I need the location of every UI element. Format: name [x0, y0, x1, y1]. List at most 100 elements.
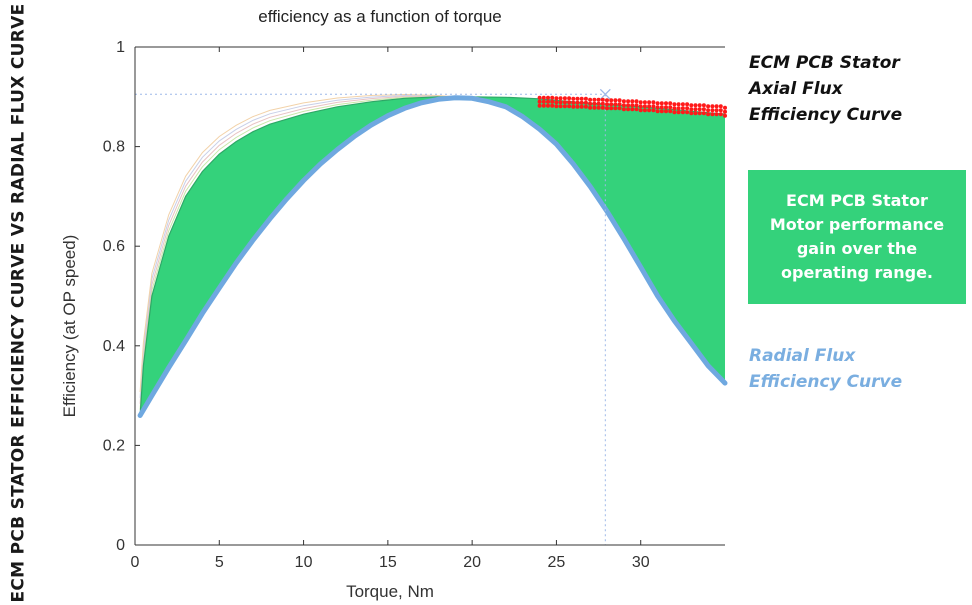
axial-highlight-point [605, 106, 609, 111]
axial-highlight-point [685, 110, 690, 115]
axial-highlight-point [571, 104, 576, 109]
axial-highlight-point [718, 104, 723, 109]
axial-highlight-point [680, 110, 685, 115]
side-title: ECM PCB STATOR EFFICIENCY CURVE VS RADIA… [9, 2, 30, 603]
axial-highlight-point [596, 97, 601, 102]
axial-highlight-point [693, 103, 698, 108]
axial-highlight-point [630, 99, 635, 104]
axial-highlight-point [558, 100, 563, 105]
axial-highlight-point [592, 97, 597, 102]
side-title-container: ECM PCB STATOR EFFICIENCY CURVE VS RADIA… [4, 0, 34, 605]
x-tick-label: 5 [215, 554, 224, 571]
axial-highlight-point [647, 108, 652, 113]
axial-highlight-point [626, 103, 631, 108]
operating-point-marker [599, 88, 611, 100]
performance-gain-box: ECM PCB Stator Motor performance gain ov… [748, 170, 966, 304]
axial-highlight-point [626, 99, 631, 104]
axial-highlight-point [718, 108, 723, 113]
axial-highlight-point [689, 111, 694, 116]
axial-highlight-point [562, 96, 567, 101]
axial-highlight-point [550, 99, 555, 104]
gain-area [140, 96, 726, 416]
efficiency-family-line [139, 93, 456, 393]
axial-highlight-point [571, 96, 576, 101]
axial-highlight-point [647, 100, 652, 105]
axial-highlight-point [676, 106, 681, 111]
axial-highlight-point [596, 101, 601, 106]
axial-highlight-point [600, 101, 605, 106]
axial-highlight-point [697, 103, 702, 108]
axial-highlight-point [613, 102, 618, 107]
radial-flux-line [137, 95, 728, 418]
axial-highlight-point [680, 102, 685, 107]
axial-highlight-point [689, 103, 694, 108]
axial-highlight-point [579, 96, 584, 101]
axial-highlight-point [714, 112, 719, 117]
axial-highlight-point [714, 104, 719, 109]
axial-annotation-line-3: Efficiency Curve [749, 105, 903, 125]
axial-highlight-point [562, 100, 567, 105]
x-tick-label: 20 [463, 554, 481, 571]
axial-highlight-point [723, 105, 727, 110]
axial-highlight-point [706, 112, 711, 117]
axial-highlight-point [630, 103, 635, 108]
x-tick-label: 25 [548, 554, 566, 571]
axial-highlight-point [651, 104, 656, 109]
radial-flux-annotation: Radial Flux Efficiency Curve [749, 343, 959, 395]
axial-highlight-point [541, 99, 546, 104]
axial-highlight-point [655, 105, 660, 110]
axial-highlight-point [617, 106, 622, 111]
axial-highlight-point [685, 102, 690, 107]
axial-highlight-point [600, 105, 605, 110]
axial-highlight-point [701, 103, 706, 108]
axial-highlight-point [672, 110, 677, 115]
axial-highlight-point [701, 107, 706, 112]
axial-highlight-point [558, 96, 563, 101]
axial-highlight-point [621, 99, 626, 104]
gain-box-line-4: operating range. [781, 263, 933, 282]
axial-highlight-point [605, 102, 609, 107]
radial-annotation-line-1: Radial Flux [749, 346, 856, 366]
axial-highlight-point [613, 106, 618, 111]
axial-highlight-point [647, 104, 652, 109]
axial-highlight-point [617, 102, 622, 107]
axial-highlight-point [541, 103, 546, 108]
axial-highlight-point [638, 104, 643, 109]
radial-annotation-line-2: Efficiency Curve [749, 372, 903, 392]
x-tick-label: 15 [379, 554, 397, 571]
axial-highlight-point [588, 97, 593, 102]
axial-highlight-point [655, 101, 660, 106]
axial-highlight-point [693, 107, 698, 112]
axial-highlight-point [592, 101, 597, 106]
axial-highlight-point [714, 108, 719, 113]
axial-highlight-point [680, 106, 685, 111]
axial-highlight-point [554, 100, 559, 105]
axial-highlight-point [693, 111, 698, 116]
axial-highlight-point [664, 105, 668, 110]
axial-highlight-point [689, 107, 694, 112]
axial-highlight-point [550, 103, 555, 108]
efficiency-family-line [139, 94, 456, 398]
gain-box-line-2: Motor performance [769, 215, 945, 234]
axial-highlight-point [642, 104, 647, 109]
axial-highlight-point [575, 96, 580, 101]
axial-highlight-point [634, 107, 639, 112]
axial-highlight-point [583, 96, 588, 101]
gain-box-line-3: gain over the [796, 239, 918, 258]
axial-highlight-point [537, 103, 542, 108]
axial-highlight-point [630, 107, 635, 112]
axial-highlight-point [701, 111, 706, 116]
y-tick-label: 0.8 [103, 139, 125, 156]
axial-highlight-point [546, 103, 550, 108]
x-tick-label: 0 [131, 554, 140, 571]
x-axis-label: Torque, Nm [346, 582, 434, 601]
x-tick-label: 10 [295, 554, 313, 571]
axial-highlight-point [537, 95, 542, 100]
efficiency-family-line [139, 95, 456, 404]
axial-flux-annotation: ECM PCB Stator Axial Flux Efficiency Cur… [749, 50, 959, 128]
axial-highlight-point [697, 111, 702, 116]
axial-highlight-point [600, 97, 605, 102]
axial-highlight-point [642, 100, 647, 105]
axial-highlight-point [546, 99, 550, 104]
efficiency-chart: 0 5 10 15 20 25 30 0 0.2 0.4 0.6 0.8 1 efficiency as … [60, 7, 728, 601]
